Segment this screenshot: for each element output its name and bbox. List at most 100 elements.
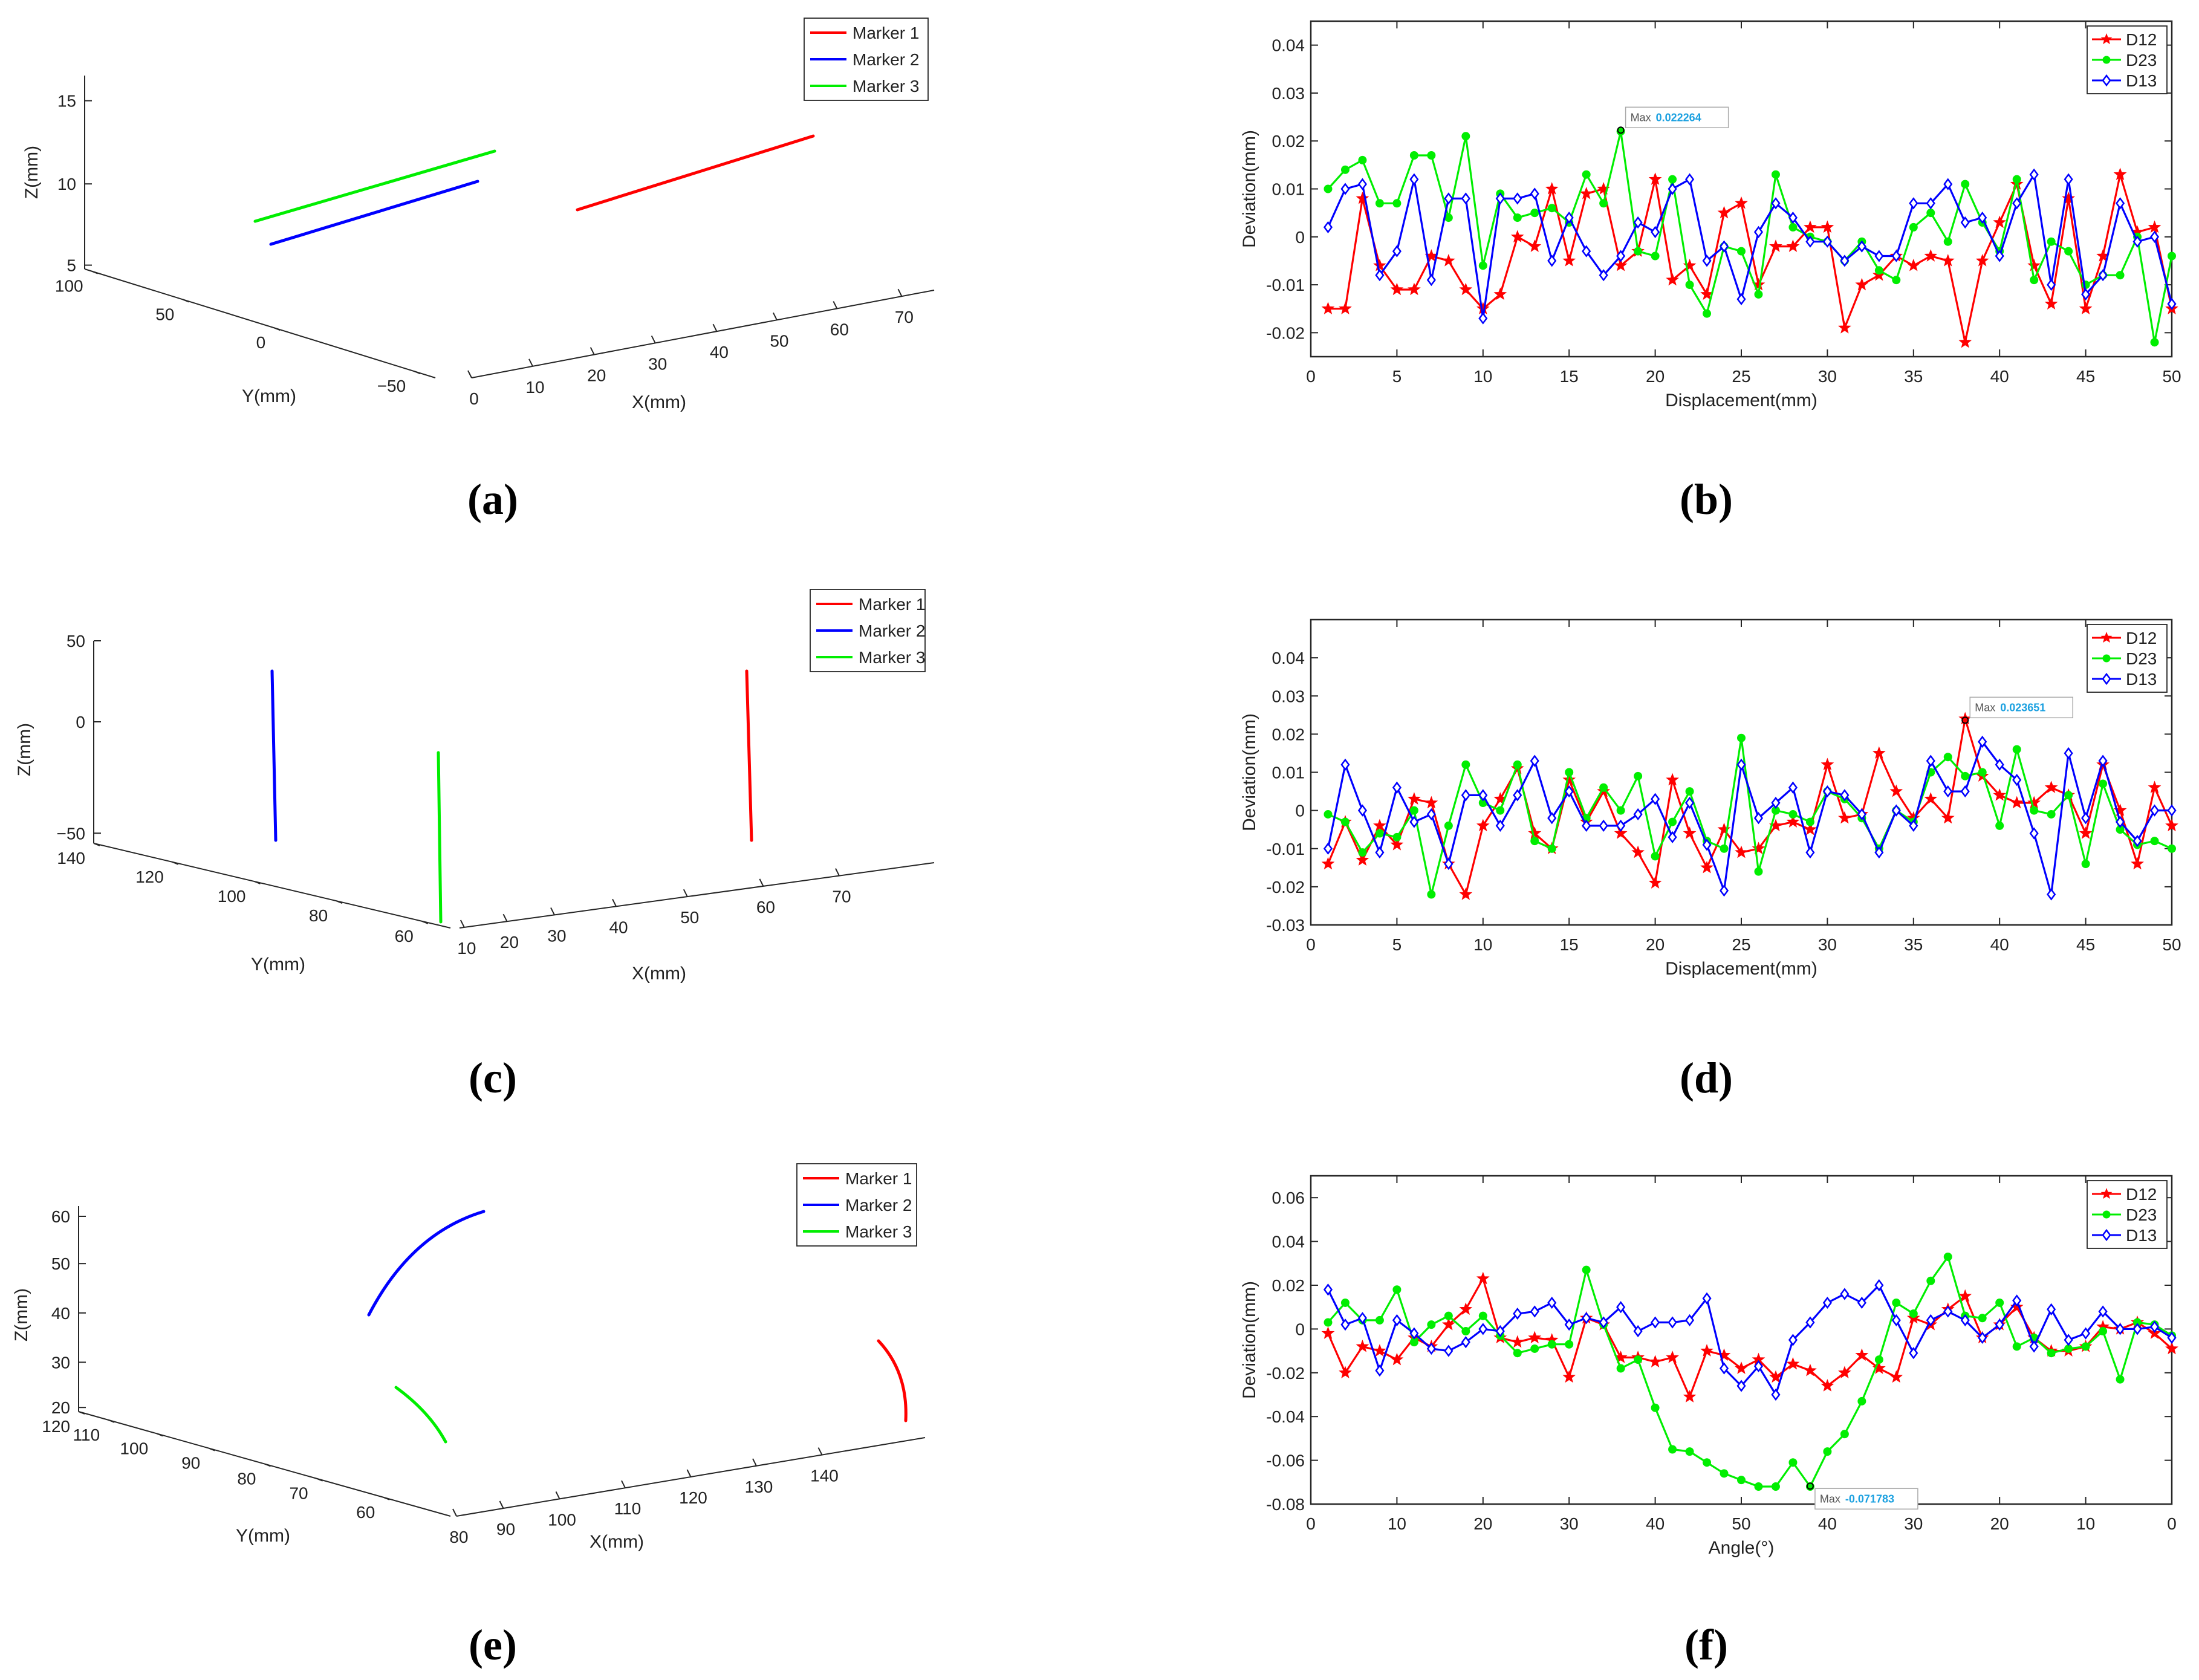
data-point-d13 [1822,235,1832,248]
data-point-d13 [1891,804,1901,817]
legend-label: Marker 2 [845,1196,912,1215]
data-point-d13 [2064,173,2073,186]
data-point-d23 [2030,276,2039,285]
data-point-d13 [1426,808,1436,821]
data-point-d13 [1891,250,1901,262]
data-point-d13 [2132,835,2142,848]
data-point-d23 [2047,809,2056,819]
data-point-d23 [1995,821,2004,830]
caption-f: (f) [1684,1621,1728,1669]
y-tick-label: -0.03 [1266,916,1305,935]
data-point-d13 [2149,1320,2160,1333]
y-axis-label: Deviation(mm) [1239,1281,1259,1399]
data-point-d23 [1427,890,1436,899]
data-point-d23 [2150,338,2159,347]
x-tick-label: 25 [1732,367,1750,386]
z-tick-label: 20 [51,1398,70,1417]
data-point-d13 [1909,1347,1918,1360]
y-tick [208,1447,215,1451]
data-point-d13 [2115,816,2125,828]
legend-marker-diamond [2102,1228,2111,1242]
data-point-d12 [1459,1302,1473,1315]
data-point-d12 [1373,819,1386,832]
x-tick-label: 130 [745,1477,773,1496]
z-axis-label: Z(mm) [22,146,42,199]
data-point-d23 [1409,806,1418,815]
data-point-d23 [1340,165,1350,174]
data-point-d13 [1684,1314,1695,1327]
data-point-d23 [1961,771,1970,780]
legend-marker-diamond [2102,672,2111,686]
data-point-d12 [1735,1361,1748,1374]
data-point-d12 [1700,1344,1713,1357]
data-point-d13 [1909,197,1918,210]
data-point-d23 [2168,251,2176,261]
data-point-d13 [2098,1305,2108,1318]
data-point-d13 [2012,197,2022,210]
data-point-d13 [1461,192,1470,205]
data-point-d12 [2044,297,2058,310]
data-point-d12 [1821,220,1834,233]
data-point-d12 [1339,1366,1352,1379]
y-tick-label: 0 [1295,802,1305,820]
data-point-d12 [2044,780,2058,793]
y-tick [383,1496,390,1500]
datatip-label: Max [1631,111,1651,123]
legend-label: D12 [2126,30,2157,49]
data-point-d12 [1441,1317,1455,1331]
data-point-d12 [2010,796,2024,809]
data-point-d12 [1545,182,1559,195]
data-point-d13 [1874,846,1884,859]
data-point-d12 [1683,826,1697,839]
y-tick-label: −50 [377,377,406,395]
legend-marker-circle [2102,56,2111,64]
data-point-d13 [1340,758,1350,771]
data-point-d13 [1513,192,1522,205]
data-point-d23 [1651,852,1660,861]
data-point-d13 [1822,1296,1832,1309]
legend-marker-star [2100,1188,2113,1199]
data-point-d13 [2149,230,2160,243]
x-tick-label: 20 [1473,1514,1492,1533]
caption-c: (c) [469,1054,517,1102]
x-tick-label: 30 [1904,1514,1923,1533]
data-point-d23 [2099,1327,2108,1336]
data-point-d23 [1547,204,1556,213]
data-point-d23 [1737,1476,1746,1485]
data-point-d23 [2116,271,2125,280]
x-axis-label: X(mm) [590,1532,644,1552]
data-point-d13 [1684,173,1695,186]
x-axis-label: Displacement(mm) [1665,391,1817,410]
data-point-d13 [1736,758,1746,771]
data-point-d13 [2115,197,2125,210]
data-point-d23 [2099,779,2108,788]
data-point-d23 [1805,817,1814,826]
data-point-d13 [1323,221,1333,234]
data-point-d12 [1648,1355,1662,1367]
data-point-d12 [1666,773,1679,786]
data-point-d13 [1736,293,1746,305]
y-tick [78,1411,85,1415]
y-tick [421,920,429,924]
data-point-d13 [1857,240,1866,253]
data-point-d12 [1941,253,1955,267]
y-tick-label: -0.01 [1266,840,1305,858]
z-tick-label: 10 [57,175,76,193]
y-axis-label: Y(mm) [236,1526,290,1546]
x-tick-label: 0 [1306,935,1316,954]
data-point-d13 [1788,211,1798,224]
x-tick-label: 20 [1646,367,1665,386]
x-axis-label: X(mm) [632,392,686,412]
data-point-d13 [1409,173,1419,186]
x-tick-label: 50 [770,331,788,350]
data-point-d13 [1582,1312,1591,1325]
data-point-d23 [1375,829,1384,838]
data-point-d13 [1633,216,1643,229]
y-tick-label: 110 [73,1425,100,1444]
data-point-d13 [1668,1316,1677,1329]
datatip-box [1814,1488,1918,1510]
data-point-d23 [1685,1447,1694,1456]
data-point-d23 [1496,806,1505,815]
data-point-d23 [1720,844,1729,853]
